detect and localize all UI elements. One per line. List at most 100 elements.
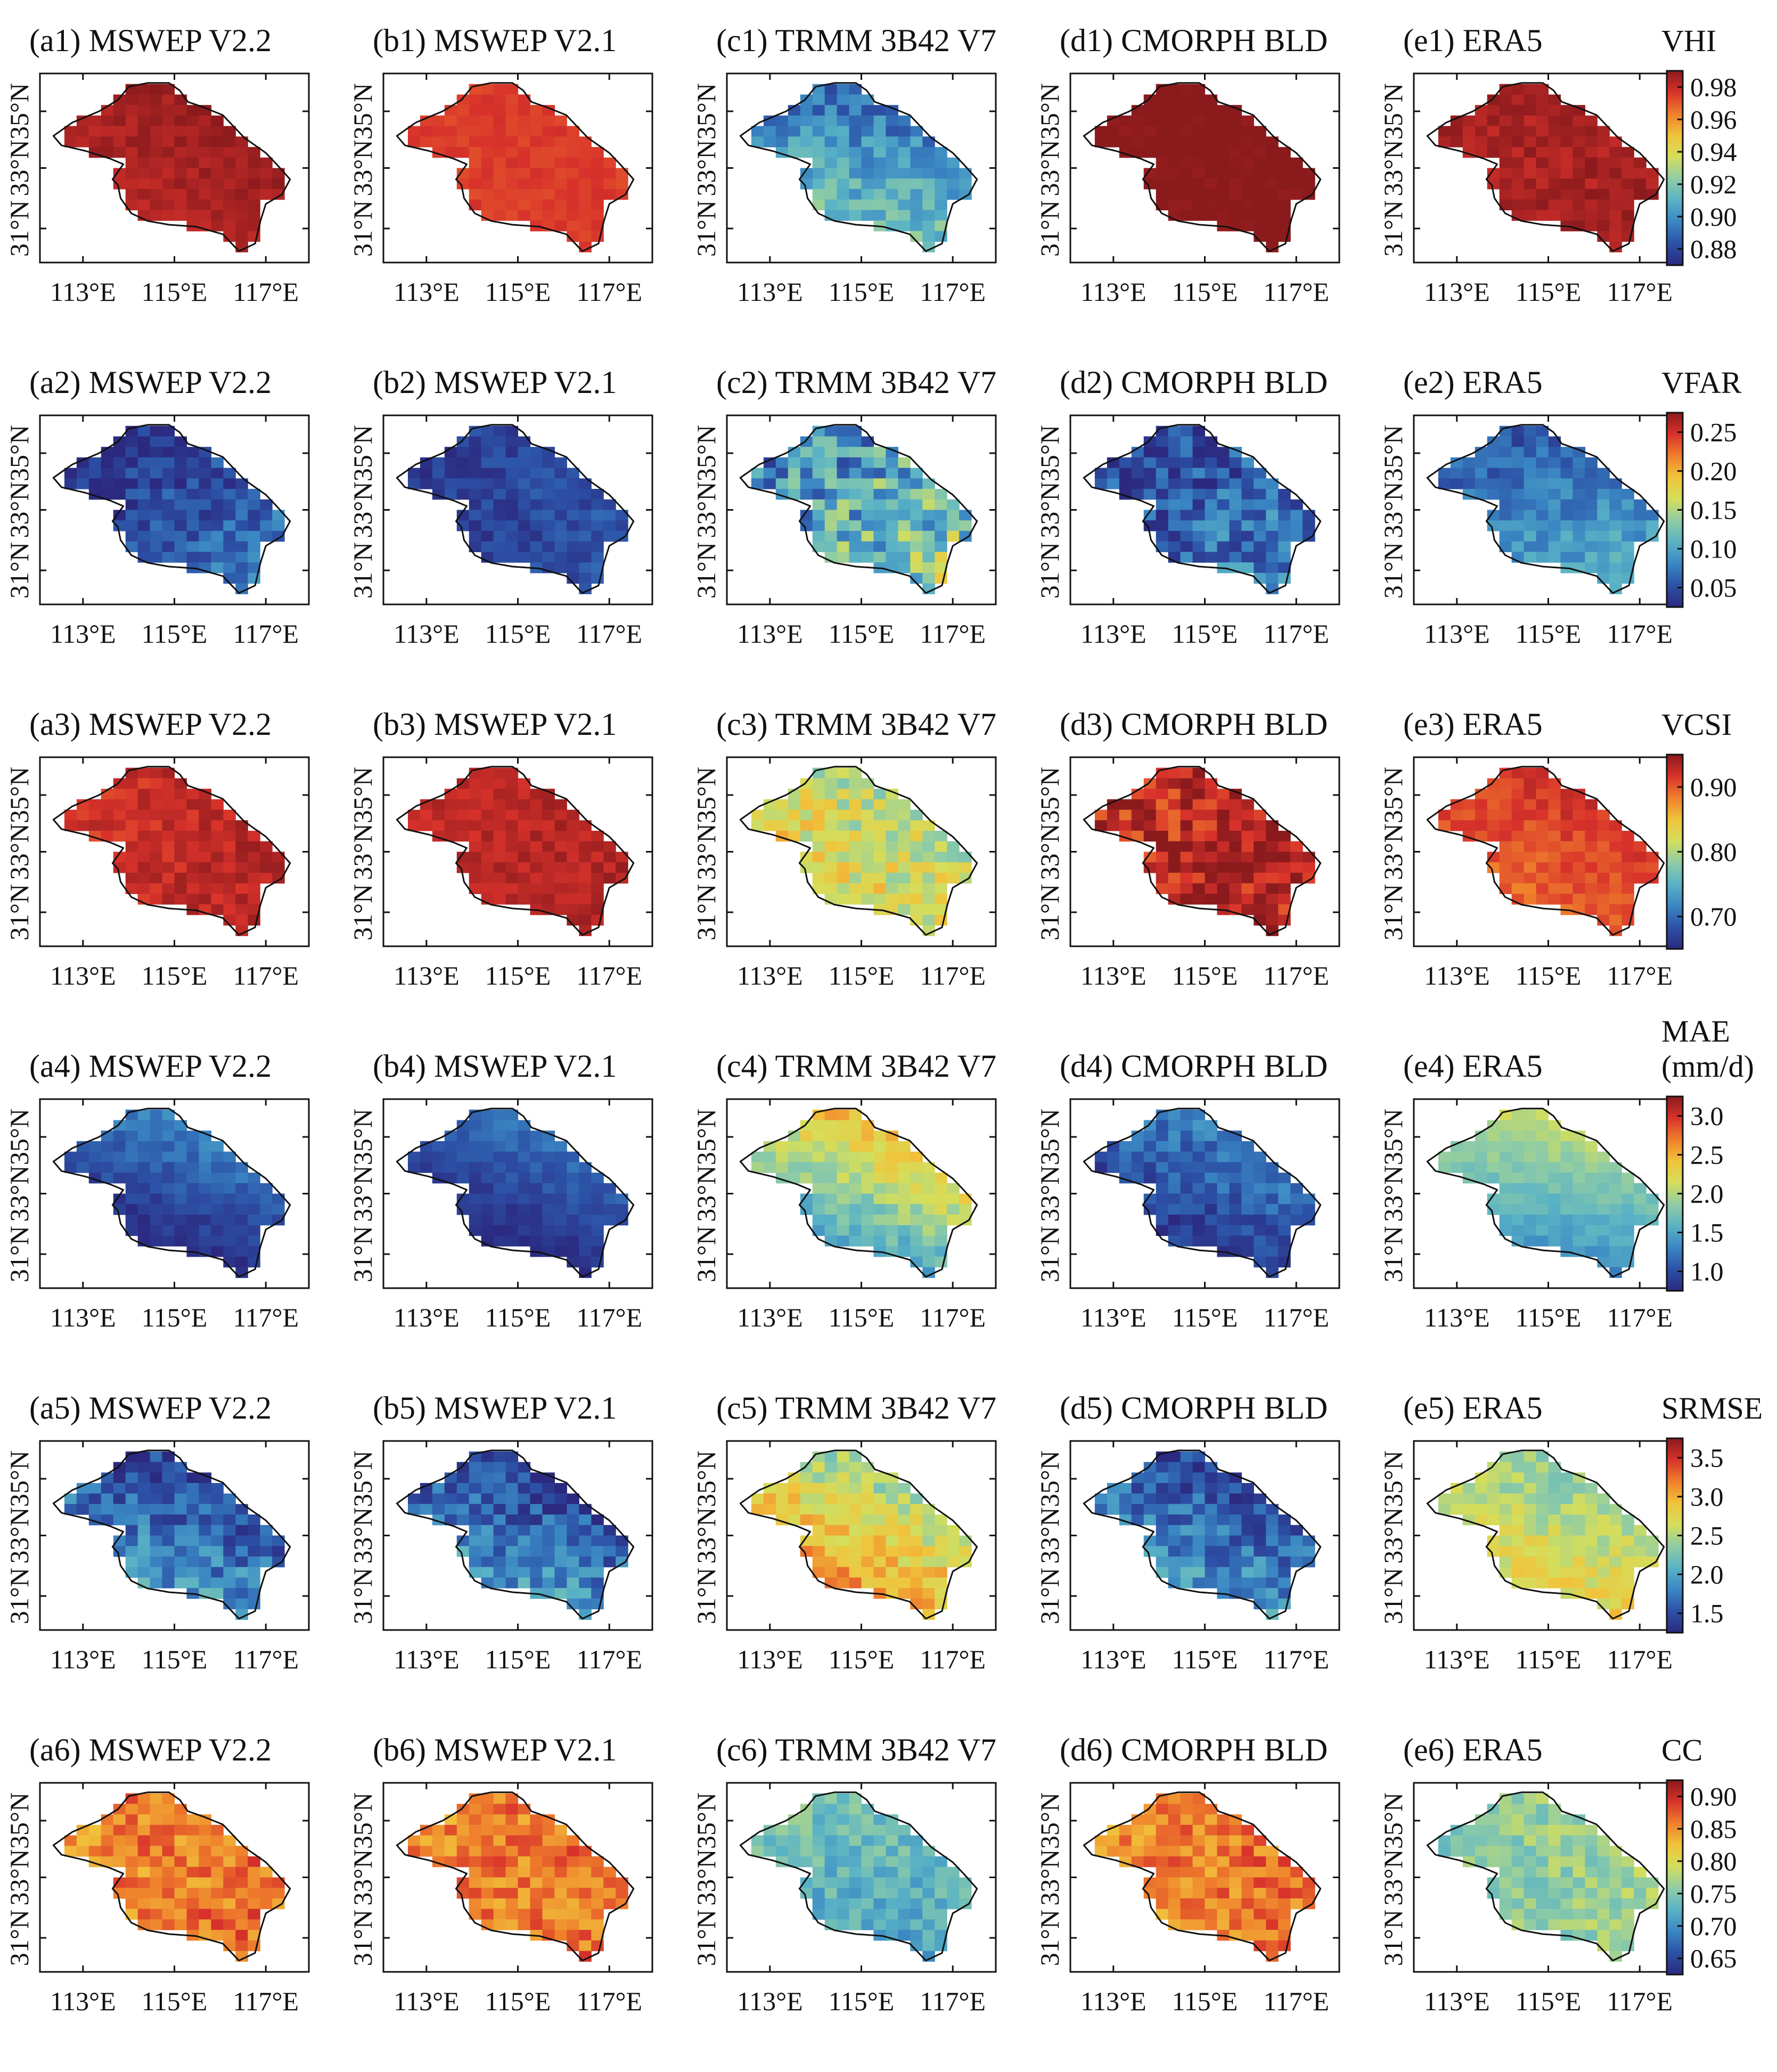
grid-cell bbox=[1278, 1546, 1291, 1557]
grid-cell bbox=[1205, 1546, 1218, 1557]
grid-cell bbox=[1536, 767, 1549, 779]
grid-cell bbox=[481, 1835, 494, 1846]
grid-cell bbox=[518, 489, 531, 500]
grid-cell bbox=[1585, 1151, 1598, 1162]
grid-cell bbox=[849, 851, 862, 863]
grid-cell bbox=[579, 820, 592, 831]
grid-cell bbox=[910, 1151, 923, 1162]
grid-cell bbox=[1156, 841, 1169, 853]
grid-cell bbox=[579, 1162, 592, 1173]
grid-cell bbox=[837, 1193, 850, 1205]
grid-cell bbox=[481, 447, 494, 458]
grid-cell bbox=[812, 1173, 825, 1184]
grid-cell bbox=[873, 510, 886, 521]
grid-cell bbox=[481, 1567, 494, 1578]
grid-cell bbox=[1536, 809, 1549, 821]
grid-cell bbox=[493, 1866, 506, 1878]
grid-cell bbox=[1156, 178, 1169, 190]
grid-cell bbox=[1511, 478, 1525, 489]
grid-cell bbox=[1511, 767, 1525, 779]
grid-cell bbox=[248, 157, 260, 169]
grid-cell bbox=[1241, 499, 1254, 511]
grid-cell bbox=[567, 210, 579, 221]
grid-cell bbox=[824, 1504, 838, 1515]
grid-cell bbox=[898, 862, 911, 873]
grid-cell bbox=[812, 809, 825, 821]
grid-cell bbox=[137, 883, 151, 894]
grid-cell bbox=[407, 1151, 421, 1162]
grid-cell bbox=[493, 1898, 506, 1910]
grid-cell bbox=[1536, 1109, 1549, 1121]
grid-cell bbox=[1487, 862, 1500, 873]
grid-cell bbox=[591, 562, 604, 574]
grid-cell bbox=[1622, 1235, 1634, 1247]
grid-cell bbox=[849, 1225, 862, 1236]
grid-cell bbox=[873, 1472, 886, 1484]
grid-cell bbox=[1241, 1577, 1254, 1588]
grid-cell bbox=[1131, 147, 1144, 158]
grid-cell bbox=[1180, 1504, 1193, 1515]
grid-cell bbox=[1560, 789, 1573, 800]
grid-cell bbox=[898, 1577, 911, 1588]
grid-cell bbox=[1597, 468, 1610, 479]
grid-cell bbox=[886, 1472, 898, 1484]
grid-cell bbox=[505, 94, 519, 105]
colorbar-title: VCSI bbox=[1661, 707, 1732, 742]
grid-cell bbox=[1573, 115, 1585, 127]
grid-cell bbox=[137, 872, 151, 884]
grid-cell bbox=[223, 199, 236, 210]
grid-cell bbox=[223, 1835, 236, 1846]
grid-cell bbox=[603, 520, 616, 531]
grid-cell bbox=[935, 894, 947, 905]
x-tick-label: 115°E bbox=[829, 1303, 895, 1332]
x-tick-label: 117°E bbox=[233, 1303, 299, 1332]
grid-cell bbox=[1499, 489, 1512, 500]
grid-cell bbox=[910, 1225, 923, 1236]
grid-cell bbox=[1573, 1525, 1585, 1536]
grid-cell bbox=[1511, 1493, 1525, 1504]
grid-cell bbox=[1585, 1588, 1598, 1599]
grid-cell bbox=[1536, 778, 1549, 789]
grid-cell bbox=[861, 1546, 874, 1557]
y-tick-label: 31°N bbox=[348, 1568, 378, 1624]
grid-cell bbox=[137, 778, 151, 789]
grid-cell bbox=[1573, 1162, 1585, 1173]
grid-cell bbox=[603, 1193, 616, 1205]
grid-cell bbox=[1254, 541, 1266, 552]
colorbar-tick-label: 1.5 bbox=[1690, 1599, 1724, 1628]
grid-cell bbox=[898, 1525, 911, 1536]
grid-cell bbox=[775, 1151, 789, 1162]
x-tick-label: 115°E bbox=[1516, 1303, 1582, 1332]
grid-cell bbox=[1192, 1483, 1206, 1494]
grid-cell bbox=[1622, 1577, 1634, 1588]
grid-cell bbox=[456, 1151, 470, 1162]
grid-cell bbox=[1499, 1462, 1512, 1473]
grid-cell bbox=[223, 499, 236, 511]
grid-cell bbox=[125, 510, 138, 521]
grid-cell bbox=[579, 1246, 592, 1257]
grid-cell bbox=[1254, 1556, 1266, 1568]
grid-cell bbox=[873, 831, 886, 842]
grid-cell bbox=[150, 1173, 163, 1184]
grid-cell bbox=[1499, 1183, 1512, 1194]
grid-cell bbox=[469, 1193, 482, 1205]
grid-cell bbox=[1131, 809, 1144, 821]
grid-cell bbox=[1192, 199, 1206, 210]
grid-cell bbox=[407, 1846, 421, 1857]
grid-cell bbox=[837, 883, 850, 894]
grid-cell bbox=[788, 468, 801, 479]
grid-cell bbox=[849, 1793, 862, 1805]
grid-cell bbox=[824, 178, 838, 190]
y-tick-label: 33°N bbox=[691, 140, 721, 196]
grid-cell bbox=[542, 1214, 555, 1226]
grid-cell bbox=[1241, 147, 1254, 158]
grid-cell bbox=[579, 241, 592, 252]
grid-cell bbox=[186, 1835, 199, 1846]
grid-cell bbox=[76, 1162, 89, 1173]
grid-cell bbox=[812, 831, 825, 842]
grid-cell bbox=[407, 136, 421, 148]
colorbar-tick-label: 2.0 bbox=[1690, 1560, 1724, 1590]
grid-cell bbox=[579, 1909, 592, 1920]
grid-cell bbox=[150, 1151, 163, 1162]
grid-cell bbox=[530, 468, 543, 479]
